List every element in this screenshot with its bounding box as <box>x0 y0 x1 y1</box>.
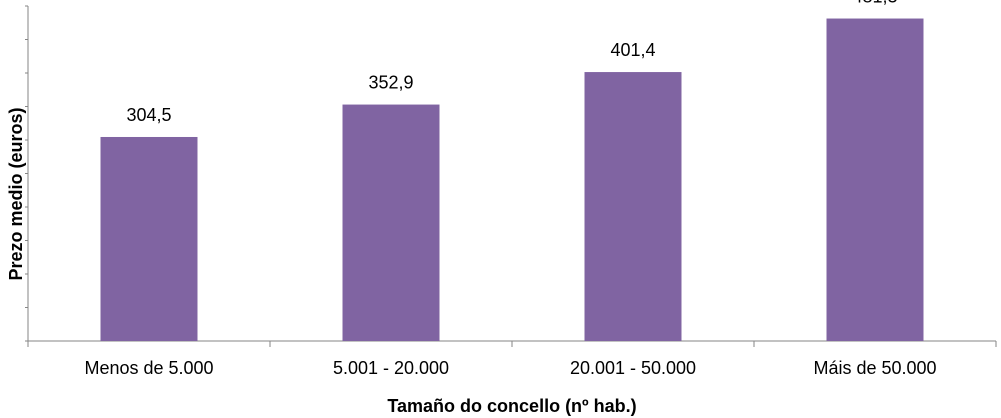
y-axis-title: Prezo medio (euros) <box>6 107 26 280</box>
x-tick-label: Máis de 50.000 <box>813 358 936 378</box>
data-label: 481,3 <box>852 0 897 7</box>
bar <box>342 104 440 341</box>
x-tick-label: 20.001 - 50.000 <box>570 358 696 378</box>
x-axis-title: Tamaño do concello (nº hab.) <box>387 396 636 416</box>
bar <box>100 136 198 341</box>
x-tick-label: 5.001 - 20.000 <box>333 358 449 378</box>
x-tick-label: Menos de 5.000 <box>84 358 213 378</box>
data-label: 304,5 <box>126 105 171 125</box>
bar <box>826 18 924 342</box>
bar <box>584 72 682 341</box>
data-label: 401,4 <box>610 40 655 60</box>
data-label: 352,9 <box>368 73 413 93</box>
plot-area: 304,5 Menos de 5.000 352,9 5.001 - 20.000 40… <box>25 0 997 378</box>
